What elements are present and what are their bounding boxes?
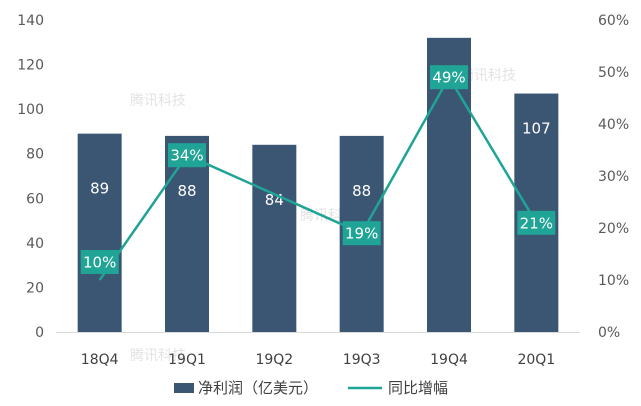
watermark-text: 腾讯科技 [460, 67, 516, 84]
bar-data-label: 88 [177, 182, 196, 200]
left-tick-label: 80 [26, 147, 44, 163]
right-tick-label: 0% [598, 325, 620, 341]
legend-bar-swatch [174, 383, 194, 393]
left-tick-label: 140 [17, 13, 44, 29]
left-tick-label: 20 [26, 280, 44, 296]
right-y-axis: 0% 10% 20% 30% 40% 50% 60% [598, 13, 629, 341]
bar [165, 135, 209, 332]
x-tick-label: 19Q1 [168, 352, 206, 368]
line-series: 10% 34% 19% 49% 21% [80, 65, 556, 281]
right-tick-label: 60% [598, 13, 629, 29]
watermark-text: 腾讯科技 [130, 92, 186, 109]
line-label-box [80, 250, 119, 274]
left-tick-label: 120 [17, 58, 44, 74]
legend: 净利润（亿美元） 同比增幅 [174, 379, 448, 397]
line-data-label: 19% [345, 225, 378, 243]
x-tick-label: 20Q1 [517, 352, 555, 368]
left-tick-label: 60 [26, 191, 44, 207]
right-tick-label: 30% [598, 169, 629, 185]
x-tick-label: 19Q4 [430, 352, 468, 368]
right-tick-label: 50% [598, 65, 629, 81]
bar [77, 133, 122, 332]
legend-line-label: 同比增幅 [388, 379, 448, 397]
line-label-box [430, 65, 468, 90]
bar-data-label: 88 [352, 182, 371, 200]
bar-data-label: 107 [522, 120, 551, 138]
line-label-box [342, 221, 381, 246]
watermark-text: 腾讯科技 [130, 347, 186, 364]
line-data-label: 21% [520, 214, 553, 232]
line-data-label: 49% [432, 69, 465, 87]
x-tick-label: 19Q3 [343, 352, 381, 368]
left-y-axis: 0 20 40 60 80 100 120 140 [17, 13, 44, 341]
x-tick-label: 19Q2 [255, 352, 293, 368]
line-label-box [168, 143, 206, 168]
legend-bar-label: 净利润（亿美元） [198, 379, 318, 397]
line-data-label: 34% [170, 147, 203, 165]
x-axis: 18Q4 19Q1 19Q2 19Q3 19Q4 20Q1 [56, 332, 580, 368]
left-tick-label: 100 [17, 102, 44, 118]
bar [252, 144, 297, 332]
right-tick-label: 40% [598, 117, 629, 133]
left-tick-label: 0 [35, 325, 44, 341]
right-tick-label: 10% [598, 273, 629, 289]
bar-data-label: 89 [90, 180, 109, 198]
x-tick-label: 18Q4 [81, 352, 119, 368]
left-tick-label: 40 [26, 236, 44, 252]
line-label-box [517, 210, 556, 235]
line-data-label: 10% [83, 254, 116, 272]
right-tick-label: 20% [598, 221, 629, 237]
